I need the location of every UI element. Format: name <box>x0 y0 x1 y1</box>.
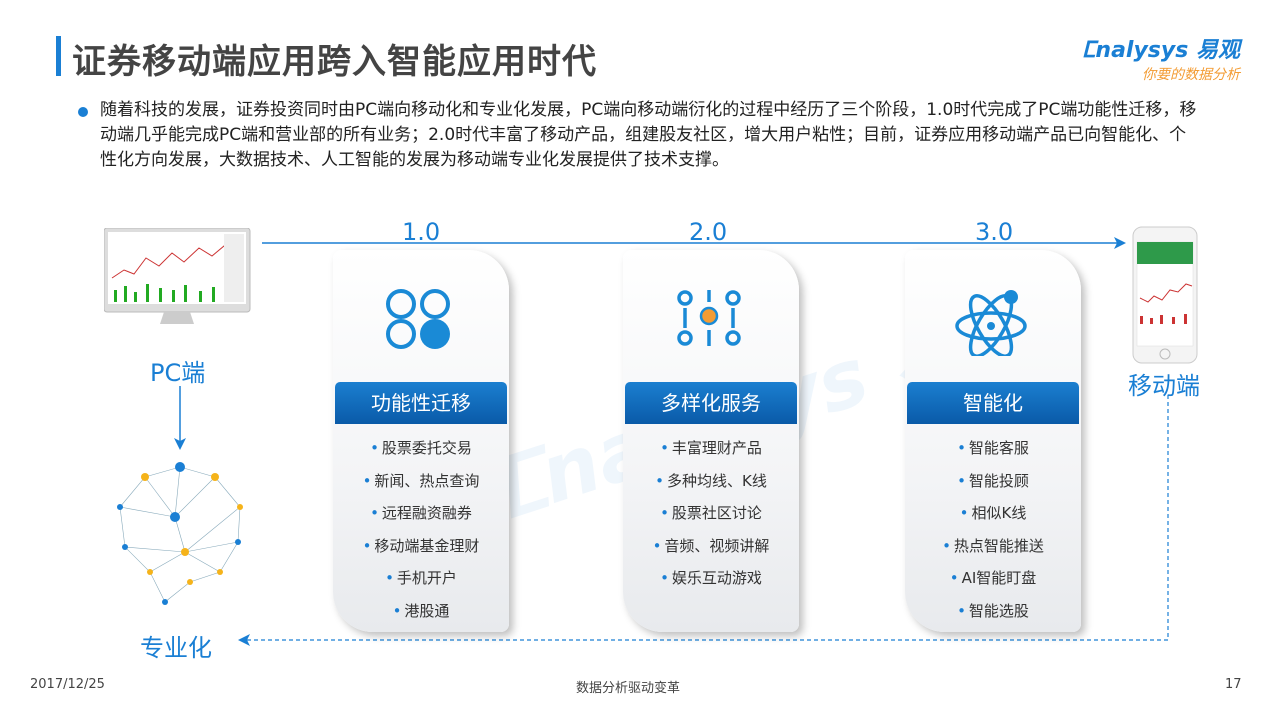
list-item: 多种均线、K线 <box>623 469 799 502</box>
stage-label-2: 2.0 <box>689 218 728 246</box>
list-item: 港股通 <box>333 599 509 632</box>
atom-icon <box>955 290 1027 356</box>
list-item: 智能客服 <box>905 436 1081 469</box>
footer-slogan: 数据分析驱动变革 <box>576 681 681 696</box>
list-item: 热点智能推送 <box>905 534 1081 567</box>
sliders-icon <box>677 290 741 346</box>
stage-card-3: 智能化 智能客服 智能投顾 相似K线 热点智能推送 AI智能盯盘 智能选股 <box>905 250 1081 632</box>
list-item: 娱乐互动游戏 <box>623 566 799 599</box>
stage-card-2: 多样化服务 丰富理财产品 多种均线、K线 股票社区讨论 音频、视频讲解 娱乐互动… <box>623 250 799 632</box>
list-item: 远程融资融券 <box>333 501 509 534</box>
list-item: 智能投顾 <box>905 469 1081 502</box>
stage-title: 功能性迁移 <box>335 382 507 424</box>
list-item: 丰富理财产品 <box>623 436 799 469</box>
list-item: 音频、视频讲解 <box>623 534 799 567</box>
mobile-phone-image <box>1132 226 1198 364</box>
page-title: 证券移动端应用跨入智能应用时代 <box>72 42 597 82</box>
stage-title: 智能化 <box>907 382 1079 424</box>
list-item: AI智能盯盘 <box>905 566 1081 599</box>
feature-list: 股票委托交易 新闻、热点查询 远程融资融券 移动端基金理财 手机开户 港股通 <box>333 436 509 631</box>
professional-label: 专业化 <box>140 634 212 662</box>
list-item: 股票委托交易 <box>333 436 509 469</box>
footer-date: 2017/12/25 <box>30 677 105 692</box>
list-item: 新闻、热点查询 <box>333 469 509 502</box>
list-item: 移动端基金理财 <box>333 534 509 567</box>
bullet-icon <box>78 107 88 117</box>
feature-list: 智能客服 智能投顾 相似K线 热点智能推送 AI智能盯盘 智能选股 <box>905 436 1081 631</box>
analysys-logo: ⵎnalysys 易观 你要的数据分析 <box>1081 38 1240 83</box>
list-item: 相似K线 <box>905 501 1081 534</box>
stage-title: 多样化服务 <box>625 382 797 424</box>
feature-list: 丰富理财产品 多种均线、K线 股票社区讨论 音频、视频讲解 娱乐互动游戏 <box>623 436 799 599</box>
stage-label-1: 1.0 <box>402 218 441 246</box>
page-number: 17 <box>1225 677 1242 692</box>
mobile-label: 移动端 <box>1128 372 1200 400</box>
stage-card-1: 功能性迁移 股票委托交易 新闻、热点查询 远程融资融券 移动端基金理财 手机开户… <box>333 250 509 632</box>
list-item: 智能选股 <box>905 599 1081 632</box>
list-item: 手机开户 <box>333 566 509 599</box>
list-item: 股票社区讨论 <box>623 501 799 534</box>
title-accent-bar <box>56 36 61 76</box>
stage-label-3: 3.0 <box>975 218 1014 246</box>
pc-monitor-image <box>104 228 251 324</box>
intro-paragraph: 随着科技的发展，证券投资同时由PC端向移动化和专业化发展，PC端向移动端衍化的过… <box>100 100 1197 170</box>
four-circles-icon <box>386 289 450 349</box>
brain-network-icon <box>117 462 243 605</box>
pc-label: PC端 <box>150 359 206 387</box>
